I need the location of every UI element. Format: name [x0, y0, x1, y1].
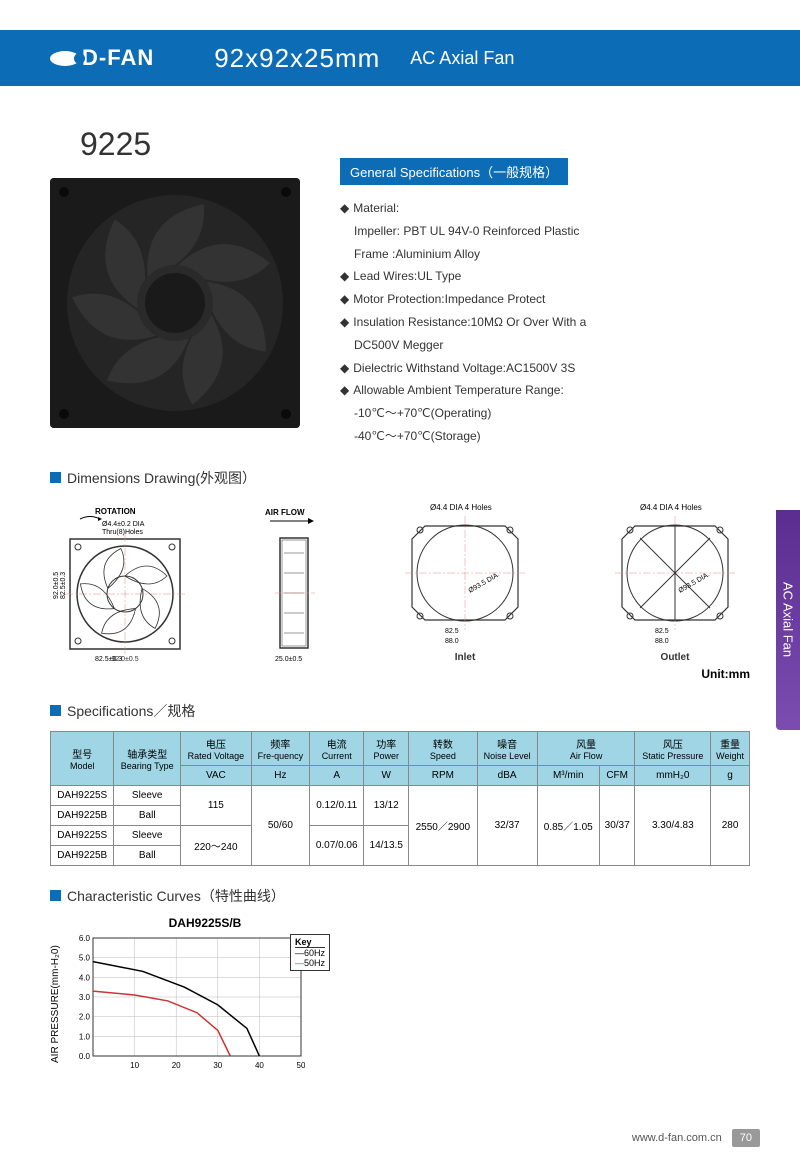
footer: www.d-fan.com.cn 70	[632, 1129, 760, 1147]
spec-item: ◆Lead Wires:UL Type	[340, 265, 750, 288]
chart-area: DAH9225S/B Key —60Hz —50Hz AIR PRESSURE(…	[50, 916, 330, 1074]
section-dimensions-label: Dimensions Drawing(外观图）	[67, 468, 256, 488]
drawing-side: AIR FLOW 25.0±0.5	[260, 503, 330, 663]
section-specifications: Specifications／规格	[50, 701, 750, 721]
left-col: 9225	[50, 106, 300, 448]
drawings-row: ROTATION Ø4.4±0.2 DIA Thru(8)Holes	[50, 498, 750, 663]
table-row: DAH9225SSleeve 115 50/60 0.12/0.11 13/12…	[51, 785, 750, 805]
svg-text:Ø93.5 DIA.: Ø93.5 DIA.	[468, 571, 502, 594]
top-row: 9225	[50, 106, 750, 448]
unit-label: Unit:mm	[50, 667, 750, 681]
page: D-FAN 92x92x25mm AC Axial Fan 9225	[0, 30, 800, 1161]
header-dimensions: 92x92x25mm	[214, 43, 380, 74]
side-tab: AC Axial Fan	[776, 510, 800, 730]
chart-svg: 0.0 1.0 2.0 3.0 4.0 5.0 6.0 10 20 30 40 50	[65, 934, 305, 1074]
general-specs-list: ◆Material:Impeller: PBT UL 94V-0 Reinfor…	[340, 197, 750, 448]
svg-text:25.0±0.5: 25.0±0.5	[275, 656, 302, 663]
footer-url: www.d-fan.com.cn	[632, 1132, 722, 1144]
svg-text:88.0: 88.0	[445, 638, 459, 645]
logo-icon	[50, 51, 80, 66]
drawing-outlet: Ø4.4 DIA 4 Holes Ø93.5 DIA. 82.5 88.0	[600, 498, 750, 663]
spec-item: ◆Allowable Ambient Temperature Range:	[340, 379, 750, 402]
svg-text:92.0±0.5: 92.0±0.5	[53, 571, 60, 598]
svg-text:ROTATION: ROTATION	[95, 507, 136, 516]
spec-item: ◆Insulation Resistance:10MΩ Or Over With…	[340, 311, 750, 334]
brand-text: D-FAN	[82, 45, 154, 71]
spec-subitem: Frame :Aluminium Alloy	[340, 243, 750, 266]
general-specs-column: General Specifications（一般规格） ◆Material:I…	[340, 106, 750, 448]
svg-text:30: 30	[213, 1061, 222, 1070]
header-bar: D-FAN 92x92x25mm AC Axial Fan	[0, 30, 800, 86]
chart-y-axis-label: AIR PRESSURE(mm-H₂0)	[50, 934, 61, 1074]
spec-subitem: -10℃～+70℃(Operating)	[340, 402, 750, 425]
svg-text:2.0: 2.0	[79, 1012, 91, 1021]
svg-text:82.5: 82.5	[655, 628, 669, 635]
section-curves-label: Characteristic Curves（特性曲线）	[67, 886, 285, 906]
chart-title: DAH9225S/B	[80, 916, 330, 930]
svg-text:88.0: 88.0	[655, 638, 669, 645]
svg-text:20: 20	[172, 1061, 181, 1070]
inlet-caption: Inlet	[390, 652, 540, 663]
drawing-inlet: Ø4.4 DIA 4 Holes Ø93.5 DIA. 82.5 88.0 In…	[390, 498, 540, 663]
section-curves: Characteristic Curves（特性曲线）	[50, 886, 750, 906]
header-product-type: AC Axial Fan	[410, 48, 514, 69]
spec-subitem: DC500V Megger	[340, 334, 750, 357]
svg-text:Ø4.4 DIA 4 Holes: Ø4.4 DIA 4 Holes	[430, 503, 492, 512]
svg-text:10: 10	[130, 1061, 139, 1070]
spec-item: ◆Material:	[340, 197, 750, 220]
spec-table: 型号Model 轴承类型Bearing Type 电压Rated Voltage…	[50, 731, 750, 866]
svg-text:5.0: 5.0	[79, 953, 91, 962]
spec-item: ◆Dielectric Withstand Voltage:AC1500V 3S	[340, 357, 750, 380]
chart-legend: Key —60Hz —50Hz	[290, 934, 330, 971]
spec-item: ◆Motor Protection:Impedance Protect	[340, 288, 750, 311]
svg-text:6.0: 6.0	[79, 934, 91, 943]
svg-text:3.0: 3.0	[79, 993, 91, 1002]
spec-table-head: 型号Model 轴承类型Bearing Type 电压Rated Voltage…	[51, 731, 750, 785]
drawing-front: ROTATION Ø4.4±0.2 DIA Thru(8)Holes	[50, 504, 200, 663]
svg-text:4.0: 4.0	[79, 973, 91, 982]
brand-logo: D-FAN	[50, 45, 154, 71]
outlet-caption: Outlet	[600, 652, 750, 663]
svg-text:Ø93.5 DIA.: Ø93.5 DIA.	[678, 571, 712, 594]
section-bullet-icon	[50, 890, 61, 901]
svg-text:AIR FLOW: AIR FLOW	[265, 508, 305, 517]
page-number: 70	[732, 1129, 760, 1147]
svg-text:Ø4.4 DIA 4 Holes: Ø4.4 DIA 4 Holes	[640, 503, 702, 512]
svg-text:Thru(8)Holes: Thru(8)Holes	[102, 529, 143, 536]
svg-text:82.5±0.3: 82.5±0.3	[60, 571, 67, 598]
spec-table-body: DAH9225SSleeve 115 50/60 0.12/0.11 13/12…	[51, 785, 750, 865]
spec-subitem: -40℃～+70℃(Storage)	[340, 425, 750, 448]
svg-text:50: 50	[297, 1061, 305, 1070]
svg-text:0.0: 0.0	[79, 1052, 91, 1061]
svg-text:82.5: 82.5	[445, 628, 459, 635]
section-bullet-icon	[50, 472, 61, 483]
section-bullet-icon	[50, 705, 61, 716]
model-number: 9225	[80, 126, 300, 163]
svg-text:40: 40	[255, 1061, 264, 1070]
section-dimensions: Dimensions Drawing(外观图）	[50, 468, 750, 488]
spec-subitem: Impeller: PBT UL 94V-0 Reinforced Plasti…	[340, 220, 750, 243]
general-specs-title: General Specifications（一般规格）	[340, 158, 568, 185]
svg-text:Ø4.4±0.2 DIA: Ø4.4±0.2 DIA	[102, 521, 145, 528]
svg-text:1.0: 1.0	[79, 1032, 91, 1041]
fan-product-image	[50, 178, 300, 428]
section-specifications-label: Specifications／规格	[67, 701, 195, 721]
content-area: 9225	[0, 86, 800, 1074]
